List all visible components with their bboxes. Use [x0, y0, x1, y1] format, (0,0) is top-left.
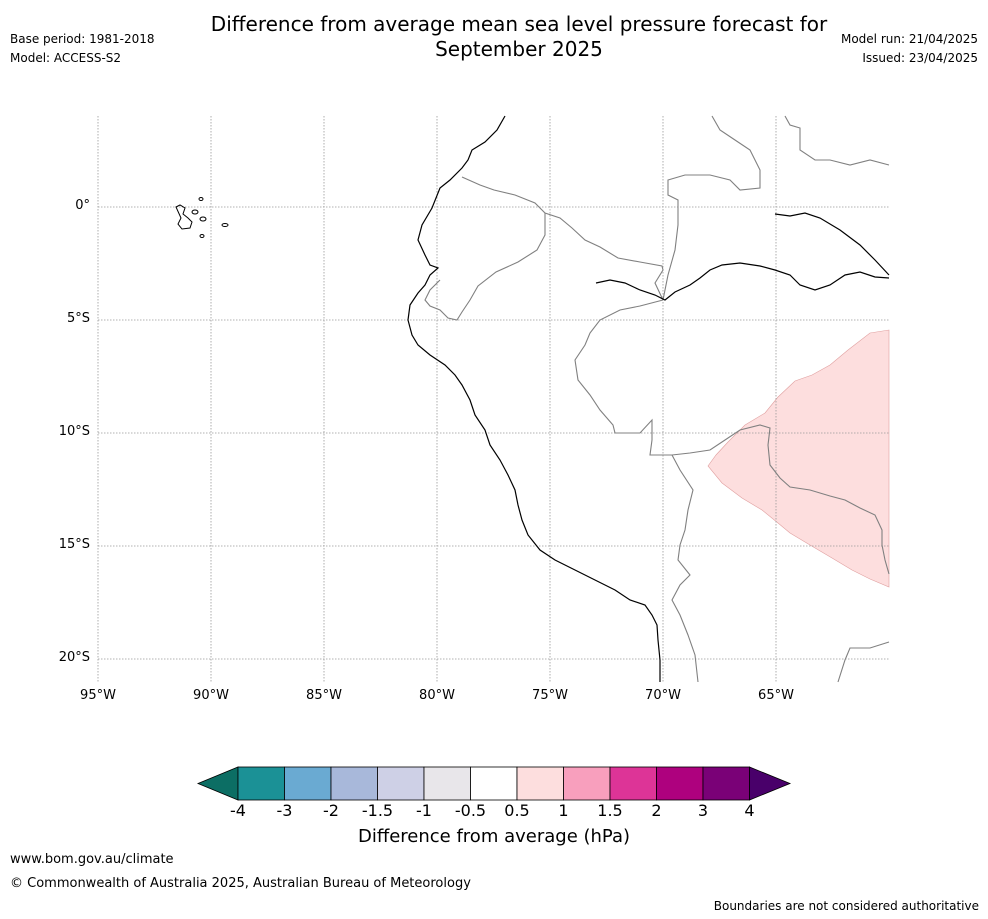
- colorbar-tick-label: -1: [416, 801, 432, 820]
- lon-label-70w: 70°W: [645, 688, 681, 703]
- colorbar-tick-label: -3: [276, 801, 293, 820]
- colorbar-tick-label: 3: [697, 801, 709, 820]
- colorbar-bin: [656, 766, 704, 801]
- footer-disclaimer: Boundaries are not considered authoritat…: [713, 899, 979, 913]
- lat-label-10s: 10°S: [58, 424, 90, 439]
- colorbar-tick-label: -4: [230, 801, 246, 820]
- lon-label-90w: 90°W: [193, 688, 229, 703]
- colorbar-bin: [237, 766, 285, 801]
- colorbar: [196, 766, 792, 801]
- colorbar-bin: [702, 766, 750, 801]
- colorbar-bin: [377, 766, 425, 801]
- colorbar-extend-low: [196, 766, 239, 801]
- lon-label-80w: 80°W: [419, 688, 455, 703]
- coastline: [407, 115, 890, 682]
- lat-label-20s: 20°S: [58, 650, 90, 665]
- graticule: [97, 116, 889, 682]
- colorbar-bin: [330, 766, 378, 801]
- colorbar-bin: [563, 766, 611, 801]
- lon-label-95w: 95°W: [80, 688, 116, 703]
- footer-copyright: © Commonwealth of Australia 2025, Austra…: [10, 876, 471, 891]
- colorbar-tick-label: 4: [744, 801, 755, 820]
- colorbar-bin: [423, 766, 471, 801]
- base-period: Base period: 1981-2018: [10, 32, 155, 46]
- lon-label-85w: 85°W: [306, 688, 342, 703]
- colorbar-bin: [609, 766, 657, 801]
- colorbar-bin: [470, 766, 518, 801]
- colorbar-title: Difference from average (hPa): [357, 826, 631, 847]
- model-name: Model: ACCESS-S2: [10, 51, 122, 65]
- lat-label-0: 0°: [75, 198, 90, 213]
- colorbar-tick-label: 1: [558, 801, 569, 820]
- title-line-2: September 2025: [435, 37, 603, 61]
- anomaly-region: [707, 329, 890, 588]
- model-run: Model run: 21/04/2025: [840, 32, 978, 46]
- colorbar-tick-label: 0.5: [504, 801, 530, 820]
- colorbar-bin: [516, 766, 564, 801]
- colorbar-tick-label: -1.5: [361, 801, 394, 820]
- colorbar-bin: [284, 766, 332, 801]
- country-borders: [424, 115, 890, 683]
- colorbar-tick-label: 1.5: [597, 801, 623, 820]
- lon-label-75w: 75°W: [532, 688, 568, 703]
- issued-date: Issued: 23/04/2025: [862, 51, 978, 65]
- lon-label-65w: 65°W: [758, 688, 794, 703]
- colorbar-tick-label: -2: [323, 801, 339, 820]
- galapagos-islands: [175, 197, 229, 238]
- colorbar-tick-label: 2: [651, 801, 662, 820]
- footer-url: www.bom.gov.au/climate: [10, 852, 174, 867]
- colorbar-tick-label: -0.5: [454, 801, 487, 820]
- title-line-1: Difference from average mean sea level p…: [210, 12, 828, 36]
- lat-label-5s: 5°S: [66, 311, 90, 326]
- map-title: Difference from average mean sea level p…: [0, 12, 988, 62]
- colorbar-extend-high: [749, 766, 792, 801]
- lat-label-15s: 15°S: [58, 537, 90, 552]
